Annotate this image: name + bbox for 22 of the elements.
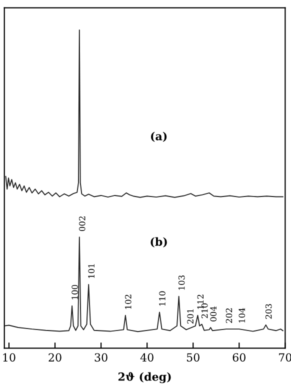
annotation: 112 [197, 294, 204, 309]
annotation: 110 [159, 291, 166, 306]
annotation: (a) [151, 132, 167, 142]
x-tick-label: 20 [48, 353, 62, 362]
annotation: 004 [210, 306, 216, 322]
annotation: 101 [88, 264, 94, 278]
annotation: 201 [187, 309, 194, 324]
x-tick-label: 30 [94, 353, 108, 362]
annotation: 102 [125, 294, 132, 309]
annotation: 103 [178, 275, 185, 290]
x-tick-label: 10 [3, 353, 16, 362]
annotation: 100 [72, 284, 78, 300]
annotation: 203 [265, 304, 272, 319]
x-tick-label: 50 [186, 353, 200, 362]
annotation: (b) [150, 237, 167, 248]
annotation: 002 [78, 216, 86, 232]
annotation: 202 [226, 308, 232, 323]
annotation: 210 [201, 303, 208, 318]
x-axis-title: 2ϑ (deg) [118, 372, 171, 384]
x-tick-label: 40 [140, 353, 154, 362]
x-tick-label: 60 [232, 353, 246, 362]
annotation: 104 [238, 308, 246, 322]
